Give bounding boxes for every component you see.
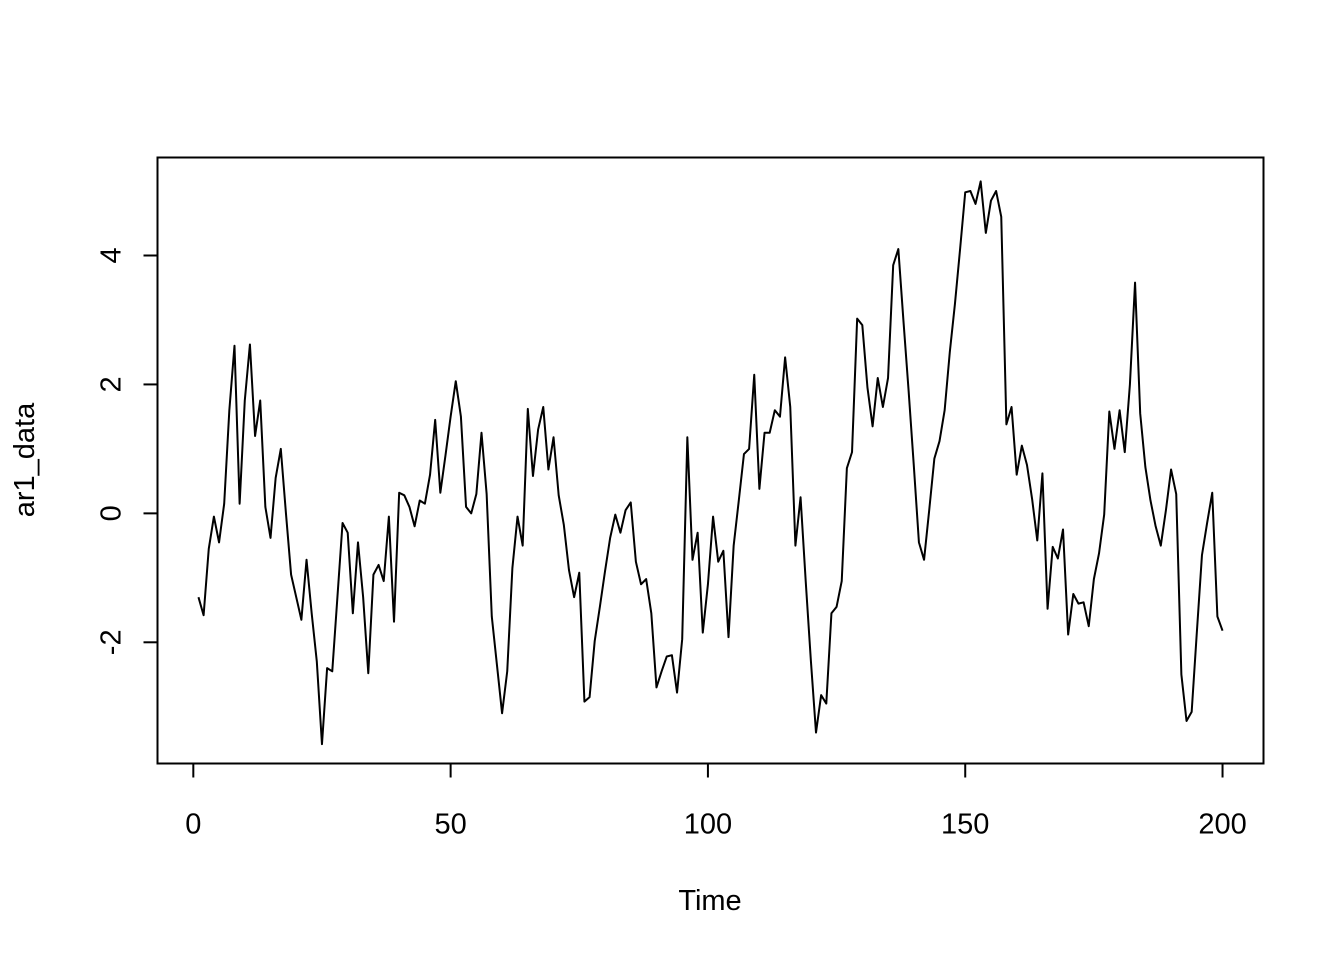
x-tick-label: 0 <box>185 809 201 841</box>
y-tick-label: 2 <box>96 376 128 392</box>
x-tick-label: 50 <box>434 809 466 841</box>
y-tick-label: -2 <box>96 629 128 655</box>
y-tick-label: 0 <box>96 505 128 521</box>
x-axis-title: Time <box>678 885 741 917</box>
y-axis-title: ar1_data <box>9 402 41 517</box>
x-tick-label: 150 <box>941 809 989 841</box>
x-tick-label: 100 <box>684 809 732 841</box>
y-axis: -2 0 2 4 <box>96 247 159 655</box>
x-tick-label: 200 <box>1198 809 1246 841</box>
series-line <box>197 180 1224 746</box>
y-tick-label: 4 <box>96 247 128 263</box>
plot-frame <box>156 156 1265 765</box>
x-axis: 0 50 100 150 200 <box>185 762 1247 841</box>
